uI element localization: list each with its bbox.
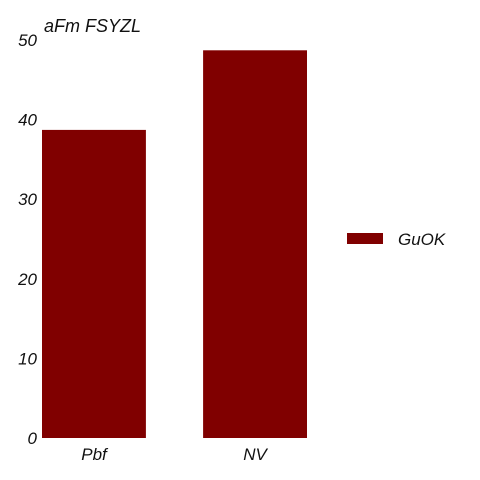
x-axis-ticks: Pbf NV — [81, 445, 268, 464]
legend: GuOK — [347, 230, 446, 249]
bars — [42, 50, 307, 439]
x-tick-label: Pbf — [81, 445, 109, 464]
chart-title: aFm FSYZL — [44, 16, 141, 36]
y-tick-label: 30 — [18, 190, 37, 209]
bar-NV — [203, 50, 307, 439]
y-tick-label: 40 — [18, 111, 37, 130]
legend-label: GuOK — [398, 230, 446, 249]
y-axis-ticks: 0 10 20 30 40 50 — [17, 31, 37, 448]
legend-swatch — [347, 233, 383, 244]
y-tick-label: 0 — [28, 429, 38, 448]
y-tick-label: 10 — [18, 349, 37, 368]
bar-Pbf — [42, 129, 146, 438]
x-tick-label: NV — [243, 445, 268, 464]
y-tick-label: 20 — [17, 270, 37, 289]
y-tick-label: 50 — [18, 31, 37, 50]
